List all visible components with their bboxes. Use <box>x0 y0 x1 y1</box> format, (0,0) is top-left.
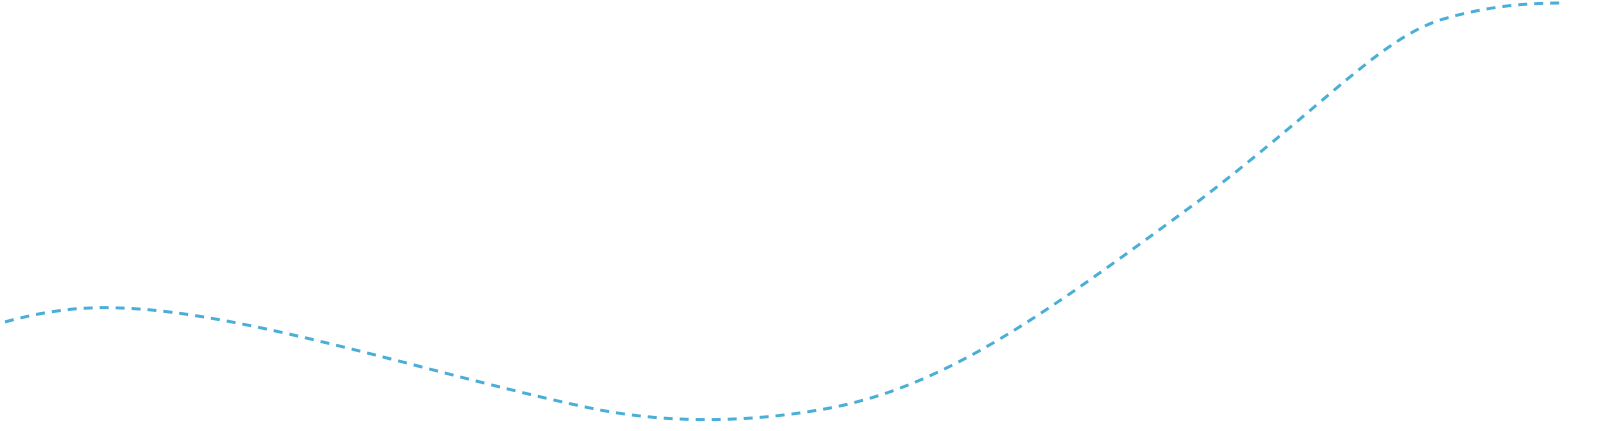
dashed-curve <box>4 1 1566 422</box>
